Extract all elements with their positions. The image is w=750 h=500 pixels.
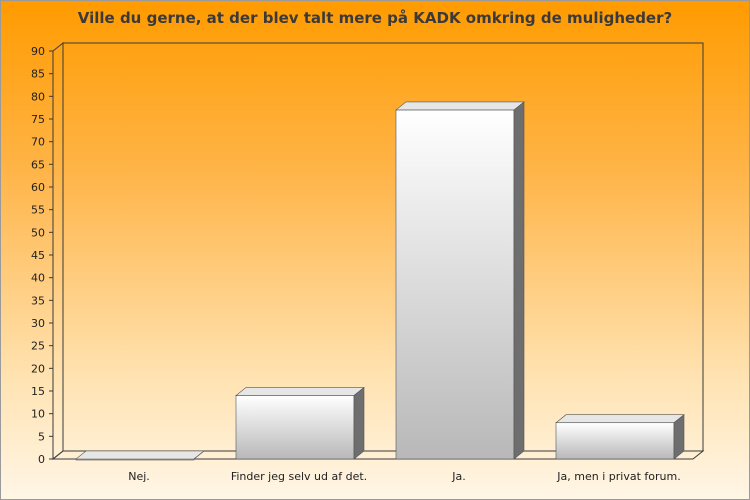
y-tick-label: 85 — [31, 68, 45, 81]
y-tick-label: 30 — [31, 317, 45, 330]
y-tick-label: 20 — [31, 362, 45, 375]
y-tick-label: 25 — [31, 340, 45, 353]
y-tick-label: 80 — [31, 90, 45, 103]
y-tick-label: 5 — [38, 430, 45, 443]
y-tick-label: 0 — [38, 453, 45, 466]
category-label: Nej. — [128, 470, 150, 483]
y-tick-label: 75 — [31, 113, 45, 126]
y-tick-label: 55 — [31, 204, 45, 217]
bar — [395, 101, 525, 460]
chart-title: Ville du gerne, at der blev talt mere på… — [77, 9, 673, 27]
category-label: Finder jeg selv ud af det. — [231, 470, 367, 483]
y-tick-label: 50 — [31, 226, 45, 239]
category-label: Ja. — [451, 470, 465, 483]
y-tick-label: 15 — [31, 385, 45, 398]
y-tick-label: 60 — [31, 181, 45, 194]
y-tick-label: 40 — [31, 272, 45, 285]
category-label: Ja, men i privat forum. — [556, 470, 680, 483]
y-tick-label: 45 — [31, 249, 45, 262]
bar — [555, 414, 685, 460]
y-tick-label: 35 — [31, 294, 45, 307]
y-tick-label: 90 — [31, 45, 45, 58]
bar — [235, 386, 365, 460]
y-tick-label: 65 — [31, 158, 45, 171]
bar — [75, 450, 205, 461]
y-tick-label: 70 — [31, 136, 45, 149]
y-tick-label: 10 — [31, 408, 45, 421]
